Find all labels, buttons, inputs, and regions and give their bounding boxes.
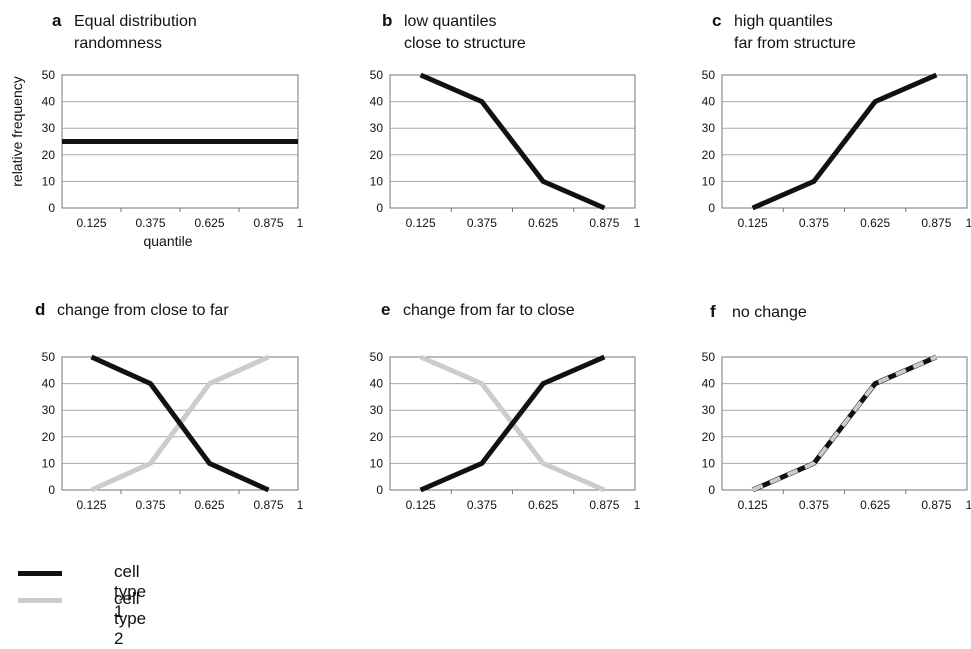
panel-letter: a (52, 11, 62, 30)
y-tick-label: 50 (702, 68, 716, 82)
y-tick-label: 0 (48, 483, 55, 497)
y-tick-label: 20 (370, 430, 384, 444)
x-tick-label: 0.875 (921, 498, 951, 512)
panel-title-line: no change (732, 304, 807, 321)
y-tick-label: 30 (370, 121, 384, 135)
y-tick-label: 0 (376, 483, 383, 497)
x-tick-label: 0.375 (135, 216, 165, 230)
y-tick-label: 40 (370, 377, 384, 391)
x-tick-label: 0.875 (253, 216, 283, 230)
x-tick-label: 0.375 (135, 498, 165, 512)
y-tick-label: 0 (376, 201, 383, 215)
x-axis-label: quantile (143, 233, 192, 249)
x-tick-label: 0.875 (589, 498, 619, 512)
x-tick-label: 0.125 (76, 216, 106, 230)
x-tick-label: 0.875 (589, 216, 619, 230)
panel-letter: c (712, 11, 721, 30)
panel-letter: d (35, 300, 45, 319)
panel-title-line: close to structure (404, 35, 526, 52)
x-tick-label: 1 (966, 216, 971, 230)
y-tick-label: 30 (42, 121, 56, 135)
panel-title-line: randomness (74, 35, 162, 52)
y-tick-label: 20 (42, 430, 56, 444)
x-tick-label: 0.875 (921, 216, 951, 230)
series-line-1 (421, 75, 605, 208)
y-tick-label: 10 (370, 174, 384, 188)
legend-swatch-cell-type-1 (18, 571, 62, 576)
y-tick-label: 10 (702, 456, 716, 470)
x-tick-label: 1 (297, 498, 304, 512)
y-tick-label: 50 (370, 350, 384, 364)
series-line-1 (753, 75, 937, 208)
y-tick-label: 30 (702, 121, 716, 135)
panel-f: 0 10 20 30 40 50 0.125 0.375 0.625 0.875 1 f no chan… (702, 302, 971, 512)
panel-e: 0 10 20 30 40 50 0.125 0.375 0.625 0.875 1 e change … (370, 300, 641, 512)
y-tick-label: 50 (42, 350, 56, 364)
series-line-2 (92, 357, 269, 490)
x-tick-label: 0.625 (194, 216, 224, 230)
legend-swatch-cell-type-2 (18, 598, 62, 603)
y-tick-label: 30 (702, 403, 716, 417)
x-tick-label: 1 (966, 498, 971, 512)
y-tick-label: 50 (42, 68, 56, 82)
x-tick-label: 1 (297, 216, 304, 230)
y-tick-label: 40 (702, 95, 716, 109)
panel-b: 0 10 20 30 40 50 0.125 0.375 0.625 0.875 1 b low qua… (370, 11, 641, 230)
y-tick-label: 20 (42, 148, 56, 162)
x-tick-label: 0.375 (799, 498, 829, 512)
y-tick-label: 50 (370, 68, 384, 82)
x-tick-label: 0.125 (738, 498, 768, 512)
y-tick-label: 40 (702, 377, 716, 391)
y-tick-label: 40 (42, 377, 56, 391)
x-tick-label: 0.125 (738, 216, 768, 230)
y-tick-label: 20 (702, 430, 716, 444)
x-tick-label: 0.375 (799, 216, 829, 230)
y-tick-label: 20 (370, 148, 384, 162)
x-tick-label: 0.125 (406, 216, 436, 230)
y-tick-label: 30 (370, 403, 384, 417)
series-line-2 (753, 357, 937, 490)
panel-letter: e (381, 300, 390, 319)
panel-title-line: change from far to close (403, 302, 575, 319)
y-tick-label: 30 (42, 403, 56, 417)
y-tick-label: 10 (370, 456, 384, 470)
x-tick-label: 0.625 (860, 498, 890, 512)
panel-title-line: low quantiles (404, 13, 497, 30)
y-tick-label: 10 (42, 456, 56, 470)
x-tick-label: 1 (634, 216, 641, 230)
x-tick-label: 0.875 (253, 498, 283, 512)
panel-a: 0 10 20 30 40 50 0.125 0.375 0.625 0.875 1 relative… (9, 11, 304, 249)
x-tick-label: 0.125 (76, 498, 106, 512)
panel-letter: f (710, 302, 716, 321)
y-tick-label: 10 (702, 174, 716, 188)
x-tick-label: 0.375 (467, 498, 497, 512)
panel-letter: b (382, 11, 392, 30)
panel-d: 0 10 20 30 40 50 0.125 0.375 0.625 0.875 1 d change … (35, 300, 304, 512)
panel-title-line: Equal distribution (74, 13, 197, 30)
panel-title-line: change from close to far (57, 302, 229, 319)
x-tick-label: 0.625 (194, 498, 224, 512)
panel-title-line: high quantiles (734, 13, 833, 30)
legend-label-cell-type-2: cell type 2 (114, 589, 146, 649)
x-tick-label: 0.625 (860, 216, 890, 230)
y-tick-label: 40 (42, 95, 56, 109)
y-tick-label: 0 (708, 201, 715, 215)
panel-title-line: far from structure (734, 35, 856, 52)
x-tick-label: 1 (634, 498, 641, 512)
y-tick-label: 50 (702, 350, 716, 364)
x-tick-label: 0.375 (467, 216, 497, 230)
panel-c: 0 10 20 30 40 50 0.125 0.375 0.625 0.875 1 c high qu… (702, 11, 971, 230)
y-tick-label: 0 (708, 483, 715, 497)
y-tick-label: 40 (370, 95, 384, 109)
x-tick-label: 0.125 (406, 498, 436, 512)
y-tick-label: 10 (42, 174, 56, 188)
series-line-2 (421, 357, 605, 490)
x-tick-label: 0.625 (528, 498, 558, 512)
x-tick-label: 0.625 (528, 216, 558, 230)
y-tick-label: 20 (702, 148, 716, 162)
y-axis-label: relative frequency (9, 76, 25, 187)
y-tick-label: 0 (48, 201, 55, 215)
